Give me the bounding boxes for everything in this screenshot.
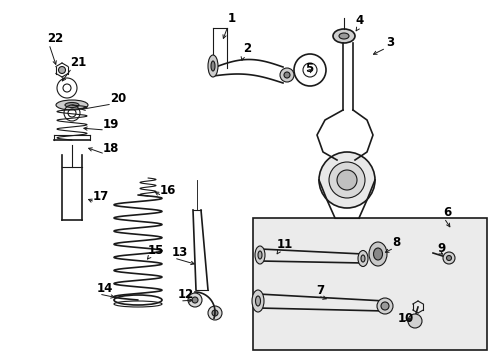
Circle shape (280, 68, 293, 82)
Circle shape (336, 170, 356, 190)
Text: 7: 7 (315, 284, 324, 297)
Ellipse shape (357, 251, 367, 266)
Circle shape (212, 310, 218, 316)
Text: 21: 21 (70, 55, 86, 68)
Ellipse shape (332, 29, 354, 43)
Text: 2: 2 (243, 41, 251, 54)
Circle shape (187, 293, 202, 307)
Text: 16: 16 (160, 184, 176, 197)
Circle shape (407, 314, 421, 328)
Text: 8: 8 (391, 235, 400, 248)
Circle shape (380, 302, 388, 310)
Text: 20: 20 (110, 91, 126, 104)
Ellipse shape (360, 255, 364, 262)
Text: 14: 14 (97, 282, 113, 294)
Ellipse shape (255, 296, 260, 306)
Ellipse shape (254, 246, 264, 264)
Text: 1: 1 (227, 12, 236, 24)
Circle shape (328, 162, 364, 198)
Ellipse shape (56, 100, 88, 110)
Circle shape (207, 306, 222, 320)
Text: 6: 6 (442, 206, 450, 219)
Ellipse shape (207, 55, 218, 77)
Circle shape (446, 256, 450, 261)
Text: 19: 19 (103, 117, 119, 130)
Circle shape (442, 252, 454, 264)
Text: 13: 13 (172, 246, 188, 258)
Ellipse shape (251, 290, 264, 312)
Ellipse shape (65, 103, 79, 108)
Circle shape (284, 72, 289, 78)
Bar (252, 218, 486, 350)
Text: 12: 12 (178, 288, 194, 302)
Ellipse shape (368, 242, 386, 266)
Text: 15: 15 (148, 243, 164, 256)
Ellipse shape (338, 33, 348, 39)
Ellipse shape (258, 251, 262, 259)
Ellipse shape (373, 248, 382, 260)
Ellipse shape (210, 61, 215, 71)
Circle shape (376, 298, 392, 314)
Circle shape (318, 152, 374, 208)
Text: 11: 11 (276, 238, 293, 252)
Text: 17: 17 (93, 189, 109, 202)
Text: 22: 22 (47, 31, 63, 45)
Text: 5: 5 (305, 62, 313, 75)
Text: 18: 18 (103, 141, 119, 154)
Text: 10: 10 (397, 311, 413, 324)
Text: 3: 3 (385, 36, 393, 49)
Circle shape (59, 67, 65, 73)
Text: 4: 4 (354, 13, 363, 27)
Circle shape (192, 297, 198, 303)
Text: 9: 9 (436, 242, 445, 255)
